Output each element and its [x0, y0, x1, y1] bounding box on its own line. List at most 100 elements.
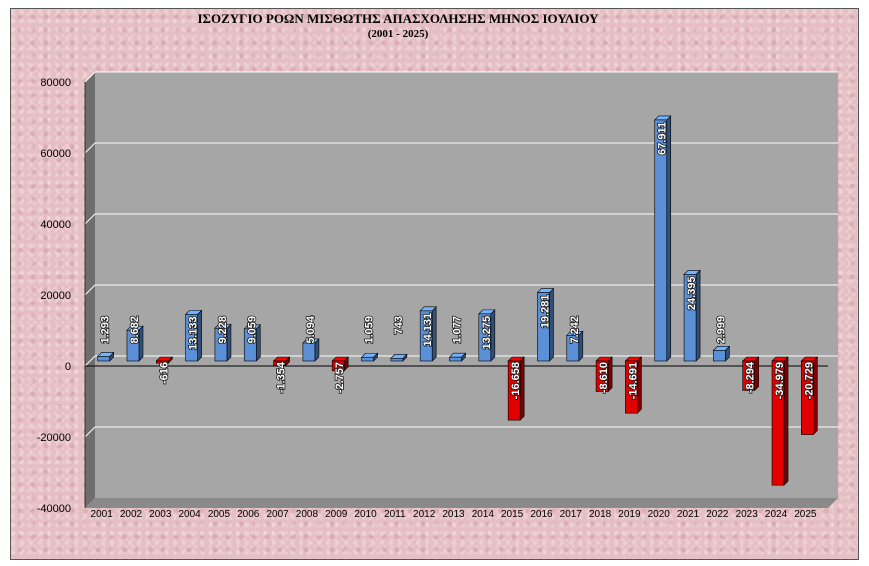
bar-front: [331, 360, 345, 372]
bar-2014: 13.275: [478, 309, 496, 362]
data-label: 67.911: [657, 122, 669, 155]
bar-2005: 9.228: [214, 315, 232, 362]
x-tick-label: 2002: [120, 509, 143, 520]
bar-2020: 67.911: [654, 115, 672, 362]
x-tick-label: 2018: [589, 509, 612, 520]
bar-front: [97, 356, 110, 362]
bar-2024: -34.979: [771, 356, 789, 486]
data-label: -34.979: [774, 362, 786, 399]
bar-2011: 743: [390, 315, 408, 362]
bar-2003: -616: [155, 356, 174, 385]
bar-front: [302, 342, 316, 362]
data-label: 7.242: [569, 316, 581, 344]
data-label: -20.729: [803, 362, 815, 399]
data-label: 2.999: [715, 316, 727, 344]
bar-front: [771, 360, 785, 486]
x-tick-label: 2021: [677, 509, 700, 520]
y-tick-label: -40000: [37, 503, 71, 515]
data-label: 1.077: [452, 316, 464, 344]
gridline-side: [84, 213, 96, 225]
x-tick-label: 2017: [560, 509, 583, 520]
data-label: -1.354: [276, 361, 288, 393]
bar-front: [537, 292, 550, 362]
data-label: -2.757: [334, 362, 346, 393]
x-tick-label: 2013: [442, 509, 465, 520]
x-tick-label: 2007: [266, 509, 289, 520]
bar-front: [419, 310, 433, 362]
bar-front: [654, 119, 668, 362]
data-label: 9.059: [246, 316, 258, 344]
y-tick-label: -20000: [37, 432, 71, 444]
gridline-side: [84, 71, 96, 83]
x-tick-label: 2016: [530, 509, 553, 520]
x-tick-label: 2015: [501, 509, 524, 520]
bar-front: [390, 358, 404, 362]
data-label: 19.281: [539, 295, 551, 329]
bar-2013: 1.077: [448, 315, 467, 362]
x-tick-label: 2005: [208, 509, 231, 520]
data-label: 743: [393, 316, 405, 334]
data-label: -8.294: [745, 361, 757, 393]
x-tick-label: 2025: [794, 509, 817, 520]
x-tick-label: 2004: [178, 509, 201, 520]
x-tick-label: 2023: [736, 509, 759, 520]
bar-front: [214, 327, 228, 362]
y-tick-label: 40000: [40, 219, 71, 231]
x-tick-label: 2011: [384, 509, 406, 520]
bar-front: [801, 360, 814, 435]
plot-area: -40000 -20000 0 20000 40000 60000 80000 1.293 20…: [37, 71, 838, 520]
x-tick-label: 2009: [325, 509, 348, 520]
bar-2017: 7.242: [566, 315, 584, 362]
x-tick-label: 2008: [296, 509, 319, 520]
data-label: 13.133: [188, 316, 200, 350]
bar-front: [595, 360, 609, 392]
bar-front: [361, 356, 374, 362]
bar-front: [449, 356, 462, 362]
data-label: -616: [158, 362, 170, 384]
gridline-side: [84, 142, 96, 154]
bar-2012: 14.131: [419, 306, 437, 362]
bar-front: [185, 314, 198, 362]
bar-front: [243, 328, 257, 362]
gridline-side: [84, 355, 96, 367]
x-tick-label: 2024: [765, 509, 788, 520]
data-label: 1.293: [100, 316, 112, 344]
data-label: -14.691: [627, 362, 639, 399]
bar-2007: -1.354: [272, 356, 291, 394]
data-label: -16.658: [510, 362, 522, 399]
bar-front: [126, 329, 140, 362]
plot-floor: [85, 498, 838, 508]
y-tick-label: 0: [65, 361, 71, 373]
bar-2025: -20.729: [800, 356, 819, 436]
data-label: 1.059: [364, 316, 376, 344]
bar-2022: 2.999: [712, 315, 731, 362]
data-label: 13.275: [481, 316, 493, 350]
y-tick-label: 60000: [40, 148, 71, 160]
bar-2001: 1.293: [96, 315, 115, 362]
bar-front: [713, 350, 726, 362]
gridline-side: [84, 426, 96, 438]
bar-front: [273, 360, 286, 367]
bar-2019: -14.691: [624, 356, 643, 414]
bar-2023: -8.294: [741, 356, 760, 394]
chart-title: ΙΣΟΖΥΓΙΟ ΡΟΩΝ ΜΙΣΘΩΤΗΣ ΑΠΑΣΧΟΛΗΣΗΣ ΜΗΝΟΣ…: [197, 11, 599, 26]
bar-2010: 1.059: [360, 315, 379, 362]
bar-front: [478, 313, 492, 362]
y-tick-label: 80000: [40, 77, 71, 89]
bar-front: [742, 360, 756, 391]
x-tick-label: 2003: [149, 509, 172, 520]
x-tick-label: 2020: [648, 509, 671, 520]
bar-2006: 9.059: [243, 315, 261, 362]
bar-2002: 8.682: [126, 315, 144, 362]
x-tick-label: 2012: [413, 509, 436, 520]
bar-front: [156, 360, 169, 364]
bar-2004: 13.133: [184, 309, 203, 362]
x-tick-label: 2019: [618, 509, 641, 520]
x-tick-label: 2022: [706, 509, 729, 520]
bar-2008: 5.094: [302, 314, 320, 362]
x-tick-label: 2014: [472, 509, 495, 520]
bar-front: [683, 274, 697, 362]
data-label: 14.131: [422, 313, 434, 347]
bar-2009: -2.757: [331, 356, 349, 394]
